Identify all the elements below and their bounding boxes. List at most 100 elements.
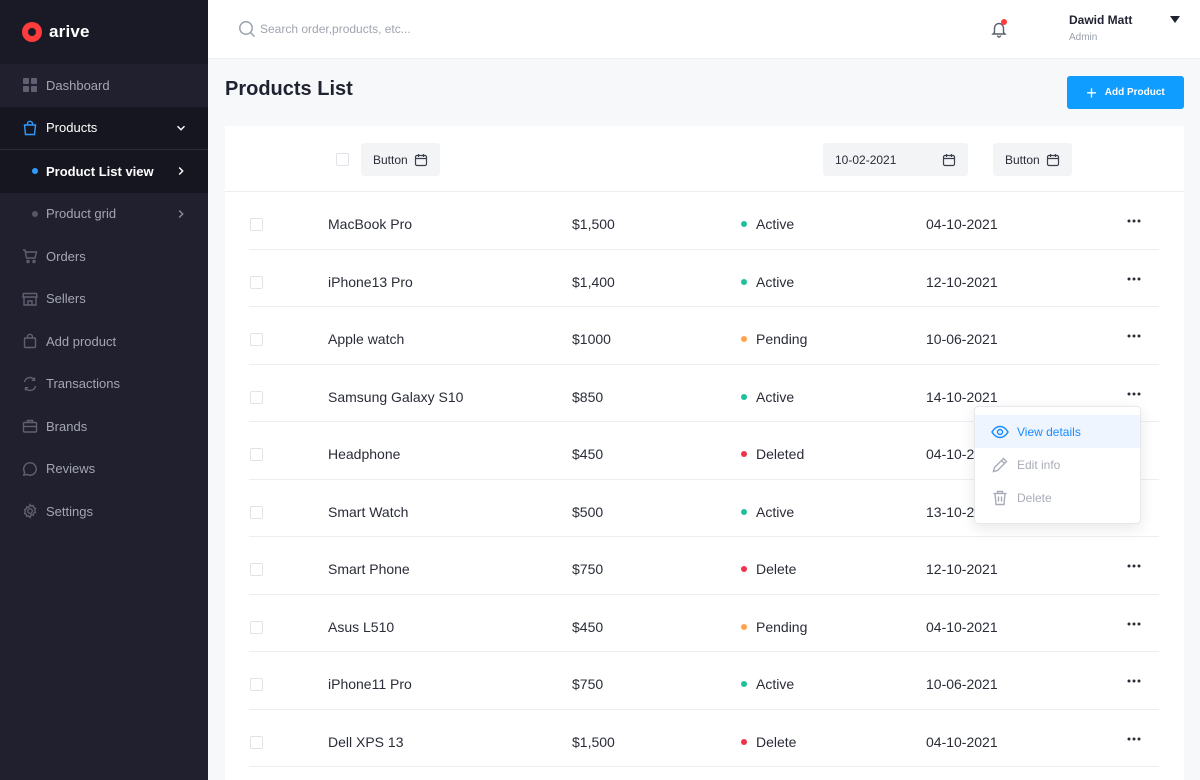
filter-bar: Button 10-02-2021 Button (225, 126, 1184, 192)
more-options-icon[interactable] (1125, 672, 1143, 690)
product-price: $1,500 (572, 733, 615, 750)
menu-item-delete[interactable]: Delete (975, 481, 1140, 514)
sidebar-item-label: Reviews (46, 461, 96, 477)
sidebar-item-settings[interactable]: Settings (0, 490, 208, 533)
more-options-icon[interactable] (1125, 615, 1143, 633)
table-row[interactable]: Smart Phone $750 Delete 12-10-2021 (249, 537, 1159, 595)
search-icon (239, 21, 256, 38)
table-row[interactable]: iPhone11 Pro $750 Active 10-06-2021 (249, 652, 1159, 710)
sidebar-item-label: Brands (46, 418, 88, 434)
user-name: Dawid Matt (1069, 13, 1133, 27)
add-product-button[interactable]: + Add Product (1067, 76, 1184, 109)
product-name: iPhone13 Pro (328, 273, 413, 290)
sidebar-item-add-product[interactable]: Add product (0, 320, 208, 363)
topbar: Dawid Matt Admin (208, 0, 1200, 59)
bag-icon (22, 333, 38, 349)
status-label: Deleted (756, 446, 805, 462)
sidebar-item-orders[interactable]: Orders (0, 235, 208, 278)
more-options-icon[interactable] (1125, 327, 1143, 345)
caret-down-icon[interactable] (1170, 16, 1180, 24)
status-label: Delete (756, 561, 797, 577)
transactions-icon (22, 376, 38, 392)
date-filter-value: 10-02-2021 (835, 152, 897, 167)
product-name: Dell XPS 13 (328, 733, 404, 750)
filter-button-1[interactable]: Button (361, 143, 440, 176)
product-name: Apple watch (328, 331, 405, 347)
more-options-icon[interactable] (1125, 557, 1143, 575)
status-dot-icon (741, 508, 747, 515)
sidebar-item-label: Transactions (46, 376, 120, 392)
table-row[interactable]: MacBook Pro $1,500 Active 04-10-2021 (249, 192, 1159, 250)
menu-item-edit-info[interactable]: Edit info (975, 448, 1140, 481)
sidebar-item-label: Settings (46, 503, 93, 519)
row-checkbox[interactable] (250, 333, 263, 346)
row-checkbox[interactable] (250, 563, 263, 576)
row-checkbox[interactable] (250, 735, 263, 749)
dashboard-icon (22, 77, 38, 93)
status-dot-icon (741, 221, 747, 227)
eye-icon (991, 425, 1009, 438)
sidebar-item-products[interactable]: Products (0, 106, 208, 149)
sidebar-nav: Dashboard Products Product List view Pro… (0, 64, 208, 533)
table-row[interactable]: Samsung Galaxy S10 $850 Active 14-10-2021 (249, 365, 1159, 422)
more-options-icon[interactable] (1125, 270, 1143, 288)
status-badge: Delete (741, 734, 796, 750)
sidebar-subitem-product-grid[interactable]: Product grid (0, 193, 208, 236)
status-badge: Active (741, 216, 794, 232)
status-dot-icon (741, 738, 747, 745)
sidebar-item-sellers[interactable]: Sellers (0, 278, 208, 321)
row-checkbox[interactable] (250, 678, 263, 691)
more-options-icon[interactable] (1125, 212, 1143, 230)
filter-button-2[interactable]: Button (993, 143, 1072, 176)
chevron-down-icon (177, 125, 185, 131)
product-date: 12-10-2021 (926, 273, 998, 290)
table-row[interactable]: Asus L510 $450 Pending 04-10-2021 (249, 595, 1159, 652)
status-badge: Deleted (741, 446, 804, 462)
row-checkbox[interactable] (250, 448, 263, 461)
search-input[interactable] (260, 22, 500, 36)
user-role: Admin (1069, 32, 1098, 43)
select-all-checkbox[interactable] (336, 153, 349, 166)
sidebar-item-label: Product List view (46, 163, 154, 179)
more-options-icon[interactable] (1125, 730, 1143, 748)
row-checkbox[interactable] (250, 275, 263, 289)
status-badge: Pending (741, 619, 807, 635)
product-price: $1,400 (572, 273, 615, 290)
product-price: $850 (572, 388, 604, 405)
table-row[interactable]: Apple watch $1000 Pending 10-06-2021 (249, 307, 1159, 365)
bullet-icon (32, 168, 38, 175)
more-options-icon[interactable] (1125, 385, 1143, 403)
status-dot-icon (741, 681, 747, 687)
table-body: MacBook Pro $1,500 Active 04-10-2021 iPhone1… (249, 192, 1159, 767)
sidebar: arive Dashboard Products Product List vi… (0, 0, 208, 780)
sidebar-item-label: Add product (46, 333, 117, 349)
sidebar-item-reviews[interactable]: Reviews (0, 448, 208, 491)
row-checkbox[interactable] (250, 390, 263, 404)
sidebar-subitem-product-list-view[interactable]: Product List view (0, 150, 208, 193)
gear-icon (22, 503, 38, 520)
sidebar-item-dashboard[interactable]: Dashboard (0, 64, 208, 107)
briefcase-icon (22, 418, 38, 434)
calendar-icon (942, 153, 956, 166)
table-row[interactable]: iPhone13 Pro $1,400 Active 12-10-2021 (249, 250, 1159, 307)
menu-item-view-details[interactable]: View details (975, 415, 1140, 448)
row-checkbox[interactable] (250, 505, 263, 519)
status-label: Pending (756, 618, 808, 635)
date-filter[interactable]: 10-02-2021 (823, 143, 968, 176)
brand-mark-icon (22, 22, 42, 42)
calendar-icon (1046, 153, 1059, 166)
product-date: 04-10-2021 (926, 733, 998, 750)
brand-logo[interactable]: arive (0, 0, 208, 64)
row-checkbox[interactable] (250, 620, 263, 634)
sidebar-item-label: Dashboard (46, 77, 110, 93)
product-name: Samsung Galaxy S10 (328, 388, 464, 405)
search-bar (238, 20, 500, 38)
cart-icon (22, 248, 38, 264)
row-checkbox[interactable] (250, 218, 263, 231)
product-name: MacBook Pro (328, 216, 413, 232)
table-row[interactable]: Dell XPS 13 $1,500 Delete 04-10-2021 (249, 710, 1159, 767)
user-menu[interactable]: Dawid Matt Admin (1069, 13, 1132, 43)
sidebar-item-transactions[interactable]: Transactions (0, 363, 208, 406)
sidebar-item-brands[interactable]: Brands (0, 405, 208, 448)
product-name: Smart Phone (328, 561, 410, 577)
